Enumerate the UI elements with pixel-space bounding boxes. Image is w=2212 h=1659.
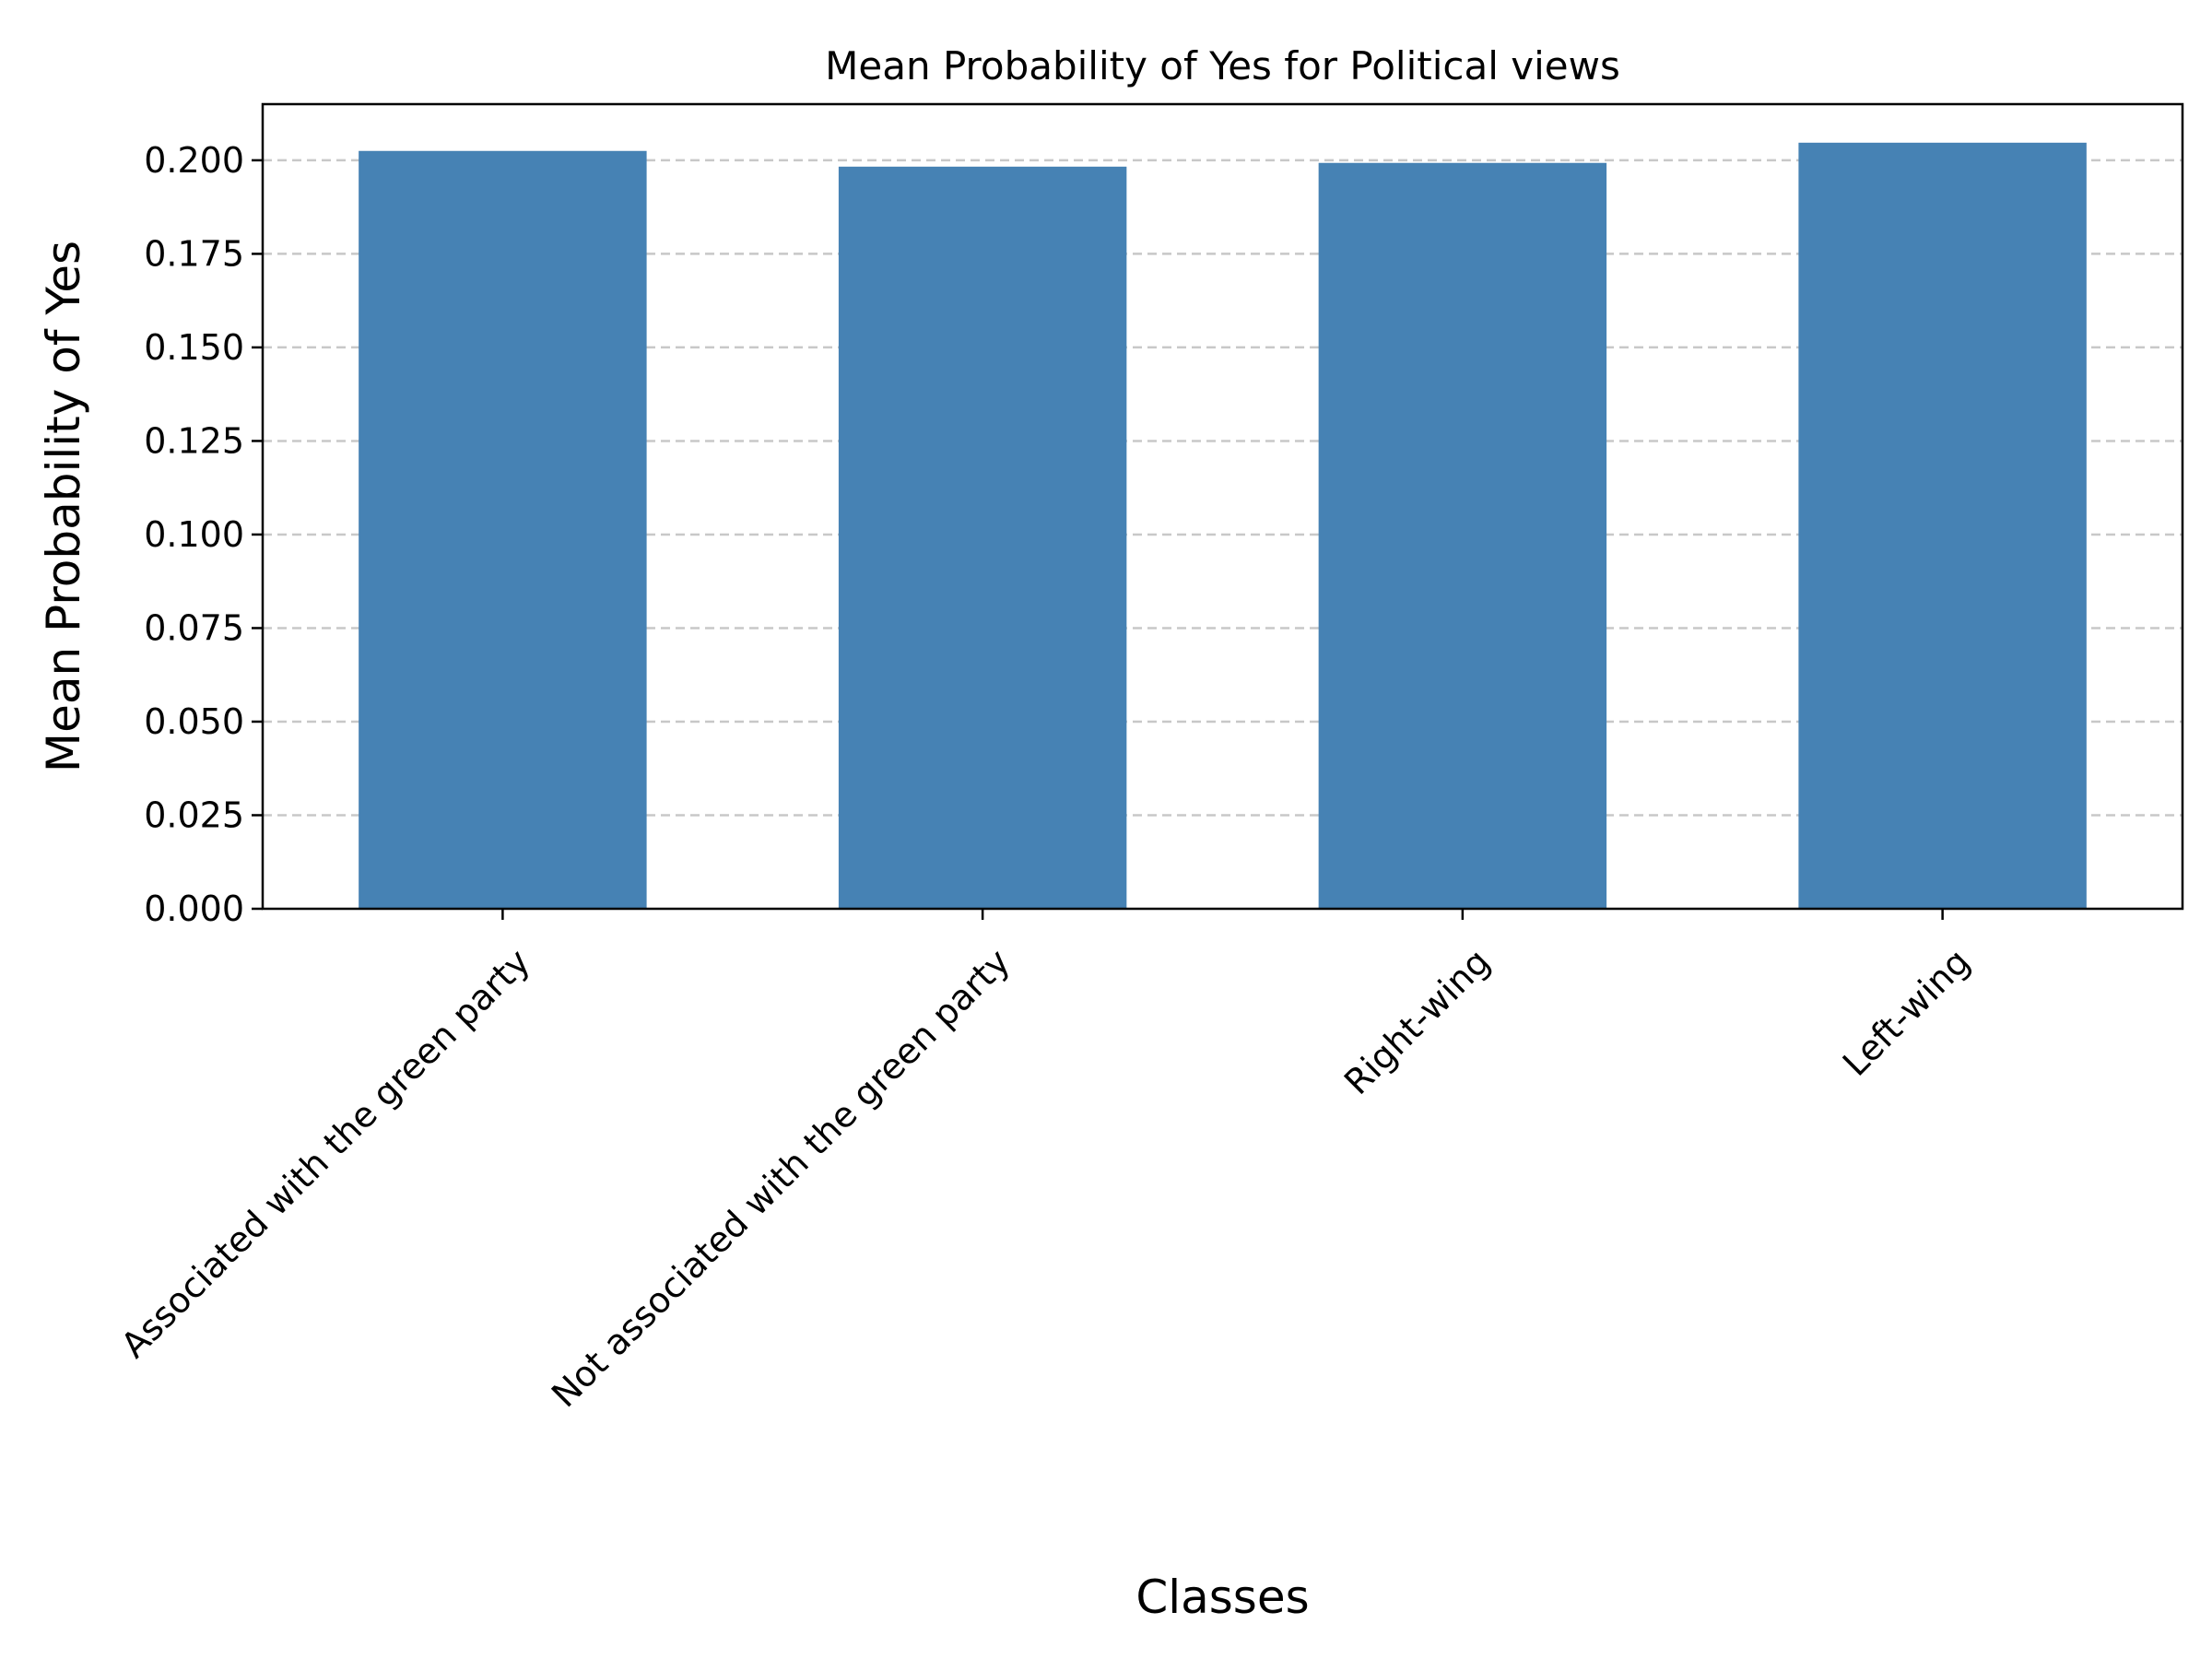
y-tick-label: 0.200 [144,140,244,181]
plot-frame [261,102,2184,911]
y-axis-label: Mean Probability of Yes [37,241,90,772]
y-axis-ticks: 0.000 0.025 0.050 0.075 0.100 0.125 0.150 0.175… [144,140,263,929]
x-axis-label: Classes [1135,1571,1309,1624]
chart-title: Mean Probability of Yes for Political vi… [825,43,1620,88]
bar [359,150,647,910]
y-tick-label: 0.150 [144,327,244,368]
y-tick-label: 0.175 [144,233,244,274]
bar [1798,142,2087,910]
bar [838,166,1127,910]
y-tick-label: 0.075 [144,607,244,648]
y-tick-label: 0.025 [144,794,244,835]
bars [359,142,2087,910]
y-tick-label: 0.050 [144,701,244,742]
y-tick-label: 0.125 [144,420,244,461]
y-tick-label: 0.100 [144,514,244,555]
y-tick-label: 0.000 [144,888,244,929]
bar [1318,162,1607,910]
